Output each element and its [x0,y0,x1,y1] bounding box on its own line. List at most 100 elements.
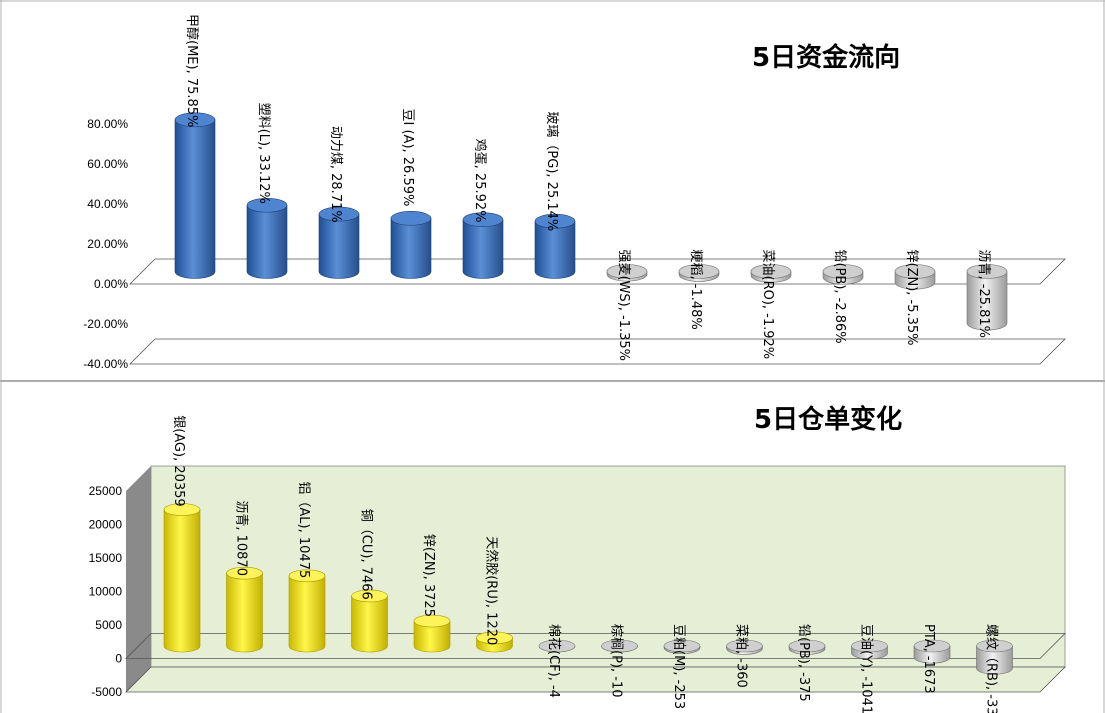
data-label: 粳稻, -1.48% [688,250,703,330]
bar [534,213,576,279]
bar-body [163,509,201,653]
bar-body [288,575,326,653]
bar [163,503,201,653]
data-label: 豆I (A), 26.59% [400,109,415,207]
data-label: 螺纹（RB), -3321 [984,624,999,713]
bar [913,639,951,664]
bar-cap [413,614,451,628]
bar-cap [351,589,388,603]
bar [976,639,1013,675]
bar-cap [976,639,1013,653]
bar-cap [822,264,864,279]
chart2-title: 5日仓单变化 [754,404,902,435]
bar-cap [788,639,826,653]
bar-cap [726,639,763,653]
data-label: 铜（CU), 7466 [359,509,374,600]
bar-cap [663,639,701,653]
bar [476,631,513,653]
bar [726,639,763,655]
bar-body [246,204,288,279]
y-tick-label: -40.00% [83,357,128,371]
bar-body [351,595,388,653]
bar [788,639,826,655]
bar [462,212,504,279]
data-label: 强麦(WS), -1.35% [616,250,631,362]
data-label: 沥青, -25.81% [976,250,991,339]
y-tick-label: 60.00% [87,157,128,171]
warehouse-receipt-chart: 25000 20000 15000 10000 5000 0 -5000 银(AG), 203… [89,415,1066,713]
data-label: 棉花(CF), -4 [546,624,562,698]
data-label: 铅(PB), -2.86% [832,250,847,344]
data-label: 铝（AL), 10475 [296,481,311,578]
bar [894,264,936,290]
data-label: PTA, -1673 [921,624,936,694]
floor [129,338,1066,365]
y-tick-label: -20.00% [83,317,128,331]
bar-cap [226,566,263,580]
zero-plane [129,258,1066,285]
bar-cap [913,639,951,653]
bar [966,264,1008,331]
y-tick-label: 5000 [95,618,122,632]
bar-body [413,620,451,653]
bar [246,197,288,279]
data-label: 沥青, 10870 [234,500,249,576]
data-label: 菜油(RO), -1.92% [760,250,775,360]
bar [663,639,701,654]
bar [174,112,216,279]
bar [851,639,888,660]
side-wall [126,466,151,692]
bar-cap [851,639,888,653]
bar-cap [246,197,288,213]
bar-cap [288,569,326,583]
bar-body [976,645,1013,675]
data-label: 银(AG), 20359 [171,415,186,507]
bar-body [318,213,360,279]
data-label: 塑料(L), 33.12% [256,103,271,204]
bar [351,589,388,653]
data-label: 铅(PB), -375 [796,624,811,702]
bar-body [174,119,216,279]
bar-cap [538,639,576,653]
y-tick-label: 40.00% [87,197,128,211]
data-label: 锌(ZN), -5.35% [904,250,919,346]
bar [288,569,326,653]
floor [125,666,1066,693]
bar-cap [174,112,216,128]
y-tick-label: -5000 [91,685,122,699]
fund-flow-chart: 80.00% 60.00% 40.00% 20.00% 0.00% -20.00% -40.… [83,14,1066,371]
data-label: 甲醇(ME), 75.85% [184,14,200,127]
bar-cap [678,264,720,279]
bar [318,206,360,279]
y-tick-label: 25000 [89,484,123,498]
bar-cap [163,503,201,516]
data-label: 玻璃（PG), 25.14% [544,111,559,231]
y-tick-label: 15000 [89,551,123,565]
bar-body [390,218,432,279]
bar [822,264,864,285]
bar-cap [476,631,513,645]
bar-cap [601,639,638,653]
bar-cap [750,264,792,279]
data-label: 鸡蛋, 25.92% [472,139,488,223]
bar-cap [462,212,504,227]
bar-cap [318,206,360,222]
bar-body [226,572,263,653]
bar-body [462,219,504,279]
data-label: 豆油(Y), -1041 [859,624,874,713]
y-tick-label: 20.00% [87,237,128,251]
y-tick-label: 20000 [89,518,123,532]
bar [606,264,648,282]
bar [538,639,576,653]
y-tick-label: 0 [115,652,122,666]
bar-body [966,271,1008,331]
bar [226,566,263,653]
bar-cap [894,264,936,279]
bar-cap [966,264,1008,279]
bar-cap [534,213,576,229]
bar [601,639,638,653]
data-label: 锌(ZN), 3725 [421,534,436,617]
data-label: 棕榈(P), -10 [609,624,624,697]
